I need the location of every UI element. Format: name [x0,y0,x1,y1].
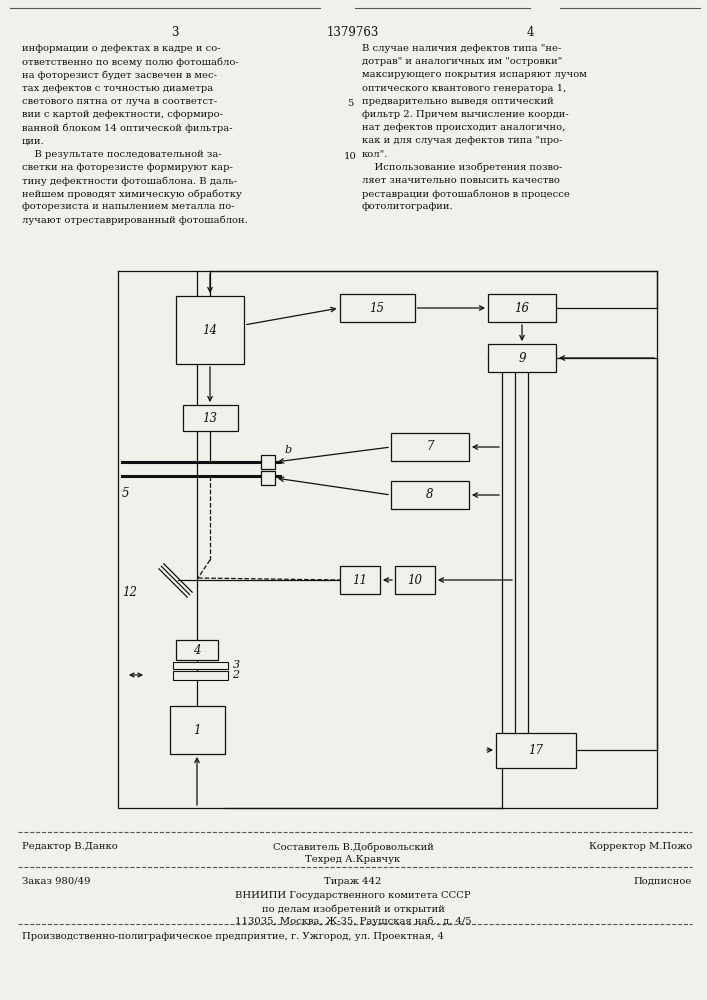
Text: Подписное: Подписное [633,877,692,886]
Bar [488,294,556,322]
Text: ции.: ции. [22,136,45,145]
Text: дотрав" и аналогичных им "островки": дотрав" и аналогичных им "островки" [362,57,562,66]
Text: 2: 2 [233,670,240,680]
Text: 1379763: 1379763 [327,26,379,39]
Bar [176,296,244,364]
Text: нат дефектов происходит аналогично,: нат дефектов происходит аналогично, [362,123,566,132]
Text: нейшем проводят химическую обработку: нейшем проводят химическую обработку [22,189,242,199]
Text: 17: 17 [529,744,544,756]
Text: информации о дефектах в кадре и со-: информации о дефектах в кадре и со- [22,44,221,53]
Bar [488,344,556,372]
Bar [176,640,218,660]
Text: b: b [285,445,292,455]
Text: 14: 14 [202,324,218,336]
Text: ВНИИПИ Государственного комитета СССР: ВНИИПИ Государственного комитета СССР [235,891,471,900]
Bar [391,433,469,461]
Text: 5: 5 [122,487,129,500]
Text: 9: 9 [518,352,526,364]
Text: кол".: кол". [362,150,388,159]
Bar [391,481,469,509]
Text: Использование изобретения позво-: Использование изобретения позво- [362,163,562,172]
Text: 10: 10 [407,574,423,586]
Text: светки на фоторезисте формируют кар-: светки на фоторезисте формируют кар- [22,163,233,172]
Text: Тираж 442: Тираж 442 [325,877,382,886]
Text: 4: 4 [193,644,201,656]
Bar [173,670,228,680]
Text: светового пятна от луча в соответст-: светового пятна от луча в соответст- [22,97,217,106]
Text: 7: 7 [426,440,434,454]
Bar [261,455,275,469]
Text: тину дефектности фотошаблона. В даль-: тину дефектности фотошаблона. В даль- [22,176,237,186]
Bar [182,405,238,431]
Text: Техред А.Кравчук: Техред А.Кравчук [305,855,401,864]
Text: фильтр 2. Причем вычисление коорди-: фильтр 2. Причем вычисление коорди- [362,110,568,119]
Text: вии с картой дефектности, сформиро-: вии с картой дефектности, сформиро- [22,110,223,119]
Text: реставрации фотошаблонов в процессе: реставрации фотошаблонов в процессе [362,189,570,199]
Text: тах дефектов с точностью диаметра: тах дефектов с точностью диаметра [22,84,214,93]
Text: фоторезиста и напылением металла по-: фоторезиста и напылением металла по- [22,202,235,211]
Text: 13: 13 [202,412,218,424]
Text: 8: 8 [426,488,434,502]
Text: ванной блоком 14 оптической фильтра-: ванной блоком 14 оптической фильтра- [22,123,233,133]
Text: Корректор М.Пожо: Корректор М.Пожо [589,842,692,851]
Bar [261,471,275,485]
Bar [173,662,228,668]
Bar [340,566,380,594]
Text: на фоторезист будет засвечен в мес-: на фоторезист будет засвечен в мес- [22,70,217,80]
Text: Редактор В.Данко: Редактор В.Данко [22,842,118,851]
Text: 15: 15 [370,302,385,314]
Text: 10: 10 [344,152,356,161]
Text: предварительно выведя оптический: предварительно выведя оптический [362,97,554,106]
Text: лучают отреставрированный фотошаблон.: лучают отреставрированный фотошаблон. [22,216,247,225]
Text: 4: 4 [526,26,534,39]
Text: Производственно-полиграфическое предприятие, г. Ужгород, ул. Проектная, 4: Производственно-полиграфическое предприя… [22,932,444,941]
Text: как и для случая дефектов типа "про-: как и для случая дефектов типа "про- [362,136,563,145]
Text: В случае наличия дефектов типа "не-: В случае наличия дефектов типа "не- [362,44,561,53]
Bar [339,294,414,322]
Text: В результате последовательной за-: В результате последовательной за- [22,150,222,159]
Text: ответственно по всему полю фотошабло-: ответственно по всему полю фотошабло- [22,57,239,67]
Text: 3: 3 [233,660,240,670]
Bar [170,706,225,754]
Bar [395,566,435,594]
Text: по делам изобретений и открытий: по делам изобретений и открытий [262,904,445,914]
Text: 12: 12 [122,586,137,599]
Text: фотолитографии.: фотолитографии. [362,202,454,211]
Text: 1: 1 [193,724,201,736]
Text: 16: 16 [515,302,530,314]
Text: 11: 11 [353,574,368,586]
Text: оптического квантового генератора 1,: оптического квантового генератора 1, [362,84,566,93]
Bar [496,732,576,768]
Text: Составитель В.Добровольский: Составитель В.Добровольский [273,842,433,852]
Text: максирующего покрытия испаряют лучом: максирующего покрытия испаряют лучом [362,70,587,79]
Text: ляет значительно повысить качество: ляет значительно повысить качество [362,176,560,185]
Text: 113035, Москва, Ж-35, Раушская наб., д. 4/5: 113035, Москва, Ж-35, Раушская наб., д. … [235,917,472,926]
Text: Заказ 980/49: Заказ 980/49 [22,877,90,886]
Text: 3: 3 [171,26,179,39]
Text: 5: 5 [347,99,354,108]
